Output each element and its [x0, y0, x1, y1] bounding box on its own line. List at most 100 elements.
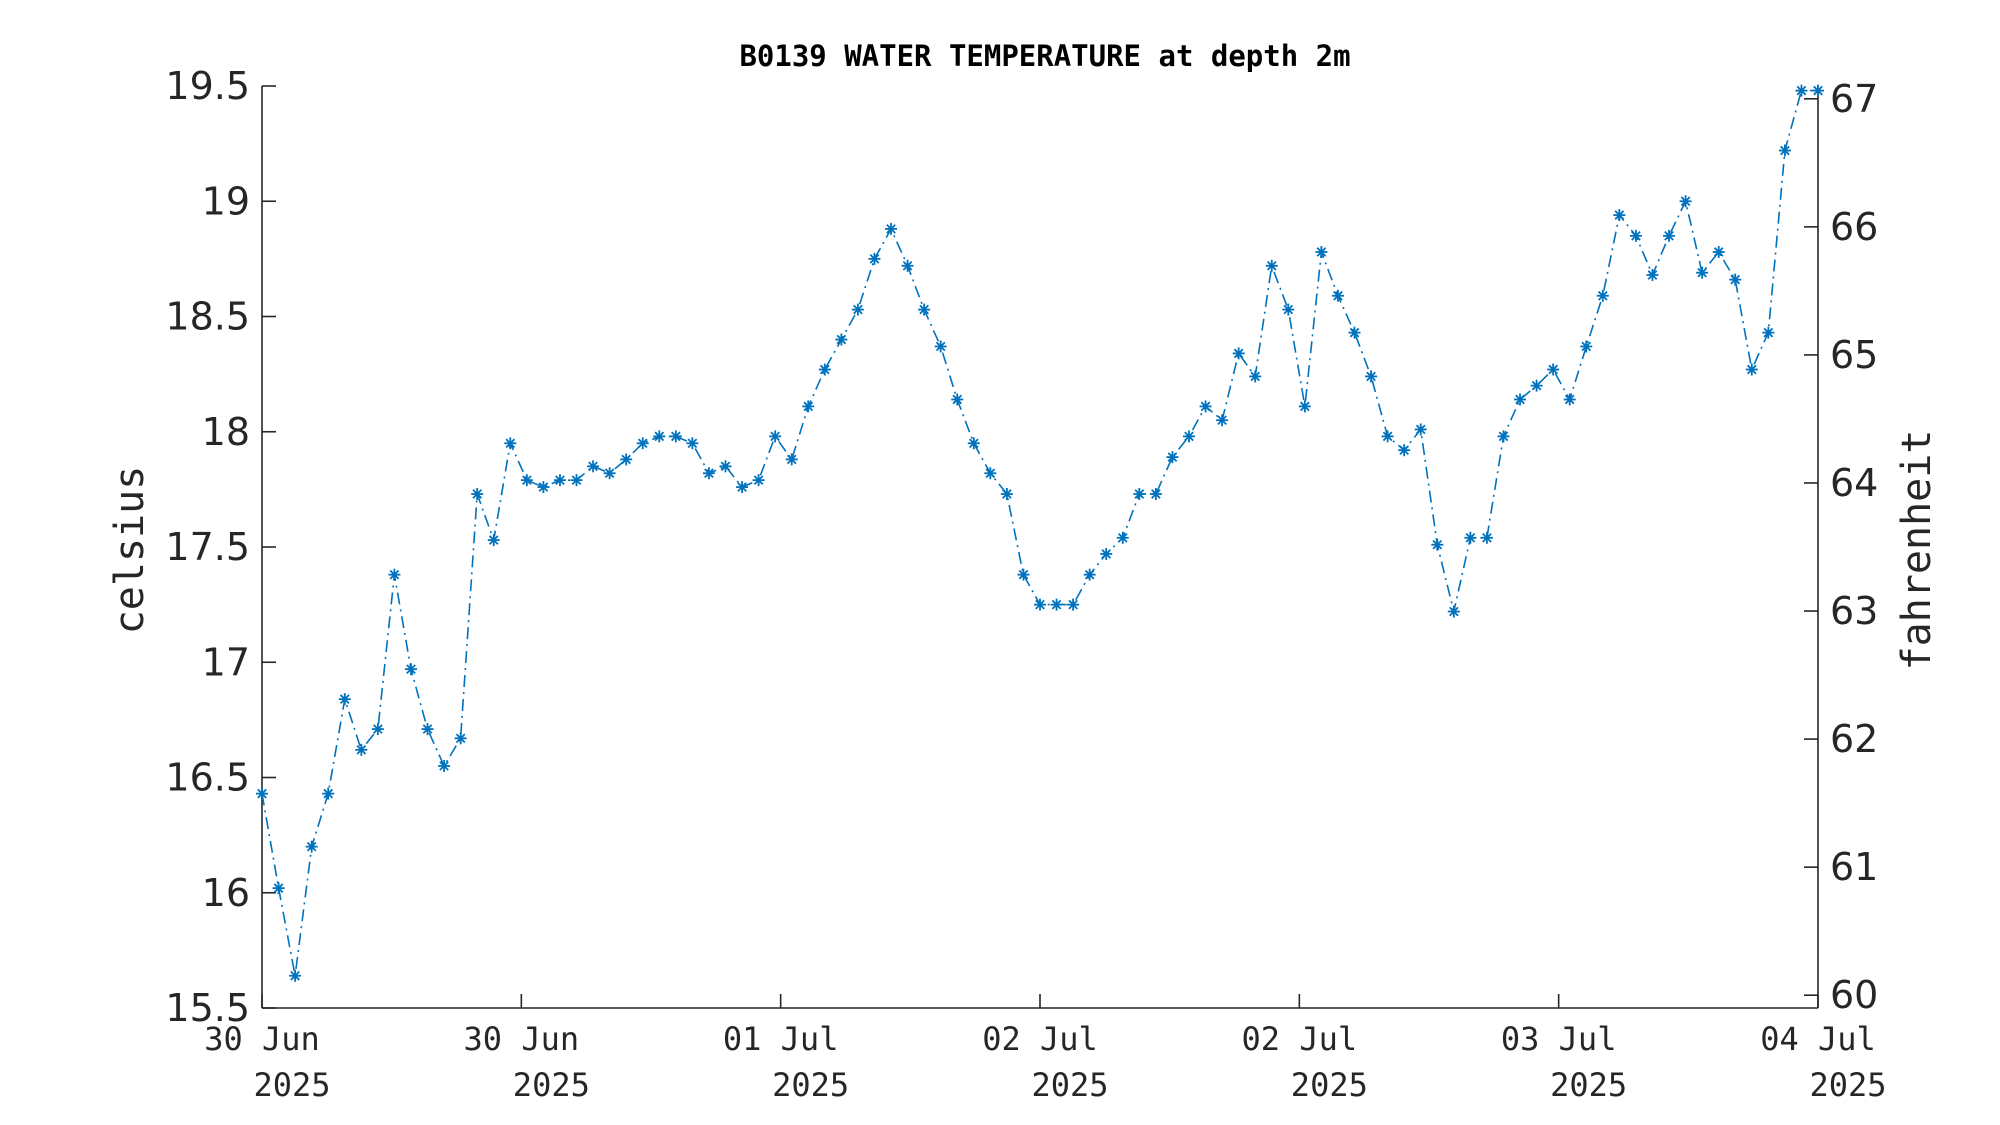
data-point — [1514, 393, 1527, 406]
data-point — [1398, 444, 1411, 457]
y2-tick-label: 63 — [1830, 589, 1878, 633]
data-point — [1265, 259, 1278, 272]
data-point — [653, 430, 666, 443]
data-point — [1712, 245, 1725, 258]
y2-tick-label: 60 — [1830, 973, 1878, 1017]
data-point — [1050, 598, 1063, 611]
data-point — [471, 487, 484, 500]
y-tick-label: 18.5 — [165, 295, 250, 339]
y-axis-label: celsius — [107, 466, 153, 635]
data-point — [1083, 568, 1096, 581]
data-point — [918, 303, 931, 316]
y-axis-right: 60 61 62 63 64 65 66 67 — [1804, 77, 1878, 1017]
data-point — [1497, 430, 1510, 443]
y-tick-label: 15.5 — [165, 986, 250, 1030]
data-point — [934, 340, 947, 353]
data-point — [1298, 400, 1311, 413]
data-point — [1315, 245, 1328, 258]
y-axis-left: 15.5 16 16.5 17 17.5 18 18.5 19 19.5 — [165, 64, 276, 1030]
data-point — [272, 882, 285, 895]
data-point — [620, 453, 633, 466]
data-point — [835, 333, 848, 346]
y2-tick-label: 65 — [1830, 333, 1878, 377]
y-tick-label: 19.5 — [165, 64, 250, 108]
data-point — [256, 787, 268, 800]
data-point — [686, 437, 699, 450]
data-point — [984, 467, 997, 480]
data-point — [1679, 195, 1692, 208]
data-point — [1547, 363, 1560, 376]
y2-tick-label: 64 — [1830, 461, 1878, 505]
data-point — [404, 663, 417, 676]
data-point — [702, 467, 715, 480]
data-point — [1414, 423, 1427, 436]
data-point — [752, 474, 765, 487]
data-point — [1729, 273, 1742, 286]
data-point — [1182, 430, 1195, 443]
data-point — [504, 437, 517, 450]
data-point — [1778, 144, 1791, 157]
x-tick-year: 2025 — [1291, 1066, 1368, 1104]
data-point — [1199, 400, 1212, 413]
data-point — [520, 474, 533, 487]
y-tick-label: 17 — [202, 640, 250, 684]
plot-axes — [261, 86, 1819, 1009]
data-point — [1663, 229, 1676, 242]
data-point — [587, 460, 600, 473]
x-tick-year: 2025 — [513, 1066, 590, 1104]
data-point — [1613, 209, 1626, 222]
x-tick-year: 2025 — [1809, 1066, 1886, 1104]
data-point — [289, 969, 302, 982]
series-markers — [256, 84, 1824, 982]
chart-title: B0139 WATER TEMPERATURE at depth 2m — [739, 39, 1350, 73]
data-point — [1232, 347, 1245, 360]
data-point — [719, 460, 732, 473]
data-point — [487, 534, 500, 547]
x-axis: 30 Jun 2025 30 Jun 2025 01 Jul 2025 02 Jul 2025… — [204, 994, 1887, 1104]
data-point — [1530, 379, 1543, 392]
data-point — [636, 437, 649, 450]
y2-tick-label: 67 — [1830, 77, 1878, 121]
data-point — [868, 252, 881, 265]
data-point — [1629, 229, 1642, 242]
x-tick-day: 02 Jul — [1242, 1020, 1358, 1058]
data-point — [1000, 487, 1013, 500]
y2-tick-label: 61 — [1830, 845, 1878, 889]
data-point — [388, 568, 401, 581]
data-point — [951, 393, 964, 406]
data-point — [1034, 598, 1046, 611]
data-point — [421, 723, 434, 736]
x-tick-day: 30 Jun — [204, 1020, 320, 1058]
data-point — [1381, 430, 1394, 443]
y2-tick-label: 62 — [1830, 717, 1878, 761]
data-point — [355, 743, 368, 756]
data-point — [322, 787, 335, 800]
data-point — [537, 481, 550, 494]
data-point — [769, 430, 782, 443]
data-point — [1812, 84, 1824, 97]
x-tick-year: 2025 — [253, 1066, 330, 1104]
x-tick-year: 2025 — [1550, 1066, 1627, 1104]
data-point — [1249, 370, 1262, 383]
data-point — [785, 453, 798, 466]
data-point — [1017, 568, 1030, 581]
data-point — [1100, 547, 1113, 560]
data-point — [454, 732, 467, 745]
x-tick-day: 30 Jun — [464, 1020, 580, 1058]
data-point — [1596, 289, 1609, 302]
data-point — [1282, 303, 1295, 316]
y-tick-label: 19 — [202, 179, 250, 223]
data-point — [1480, 531, 1493, 544]
data-point — [736, 481, 749, 494]
data-point — [1166, 451, 1179, 464]
data-point — [1745, 363, 1758, 376]
x-tick-day: 03 Jul — [1501, 1020, 1617, 1058]
data-point — [338, 693, 351, 706]
data-point — [818, 363, 831, 376]
series-line — [261, 89, 1818, 976]
data-point — [901, 259, 914, 272]
data-point — [1762, 326, 1775, 339]
x-tick-day: 02 Jul — [982, 1020, 1098, 1058]
data-point — [967, 437, 980, 450]
